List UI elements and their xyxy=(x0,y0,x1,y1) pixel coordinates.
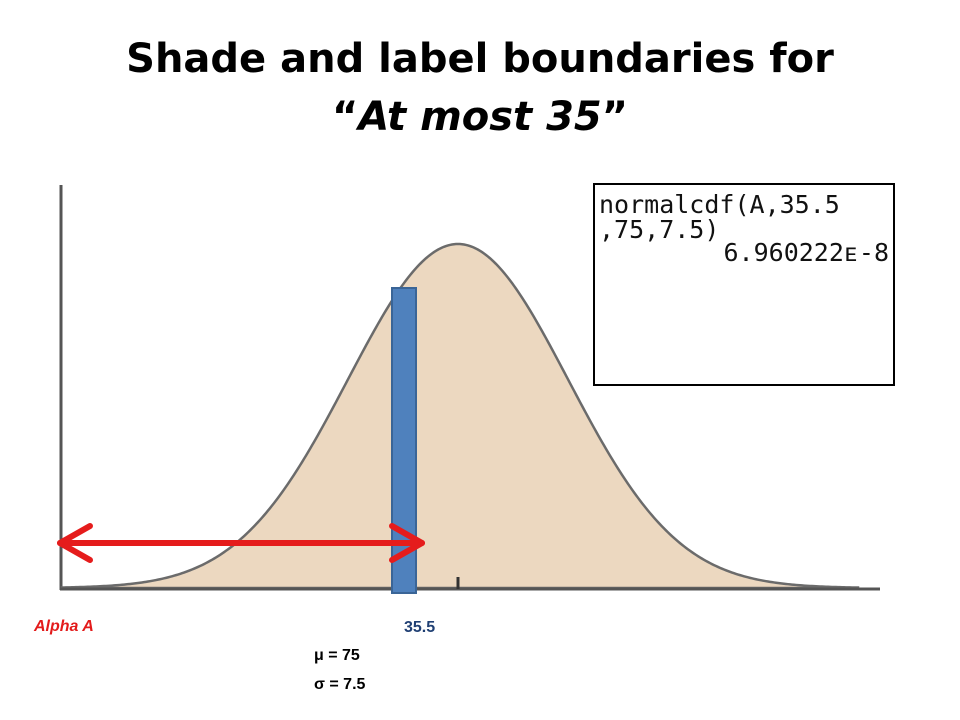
title-line-2: “At most 35” xyxy=(0,88,960,146)
calculator-screen: normalcdf(A,35.5 ,75,7.5) 6.960222ᴇ-8 xyxy=(593,183,895,386)
calc-result: 6.960222ᴇ-8 xyxy=(723,238,889,267)
upper-bound-label: 35.5 xyxy=(404,619,436,636)
title-emphasis: At most 35 xyxy=(358,94,602,140)
sd-label: σ = 7.5 xyxy=(314,676,366,693)
mean-label: μ = 75 xyxy=(314,647,360,664)
title-line-1: Shade and label boundaries for xyxy=(126,36,834,82)
close-quote: ” xyxy=(601,94,629,140)
bell-curve xyxy=(60,242,860,590)
calc-line-2: ,75,7.5) xyxy=(599,215,720,244)
lower-bound-label: Alpha A xyxy=(34,618,94,635)
range-arrow xyxy=(57,523,425,563)
slide-title: Shade and label boundaries for “At most … xyxy=(0,30,960,146)
calc-line-1: normalcdf(A,35.5 xyxy=(599,190,840,219)
open-quote: “ xyxy=(331,94,359,140)
